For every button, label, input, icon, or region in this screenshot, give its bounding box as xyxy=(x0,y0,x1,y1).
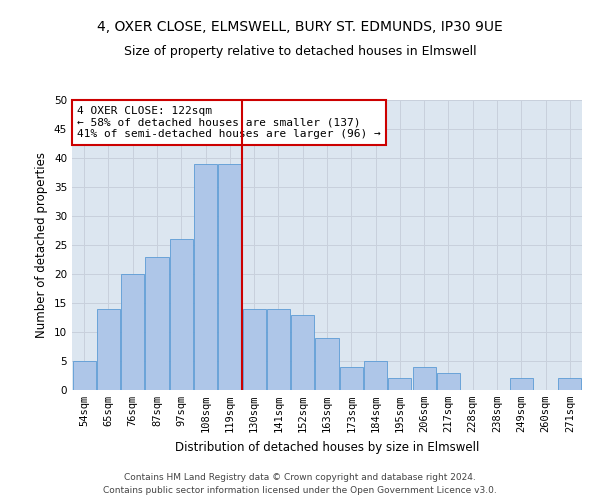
Bar xyxy=(413,367,436,390)
Text: Contains HM Land Registry data © Crown copyright and database right 2024.
Contai: Contains HM Land Registry data © Crown c… xyxy=(103,473,497,495)
Bar xyxy=(340,367,363,390)
Bar xyxy=(364,361,387,390)
Bar xyxy=(267,309,290,390)
Text: 4, OXER CLOSE, ELMSWELL, BURY ST. EDMUNDS, IP30 9UE: 4, OXER CLOSE, ELMSWELL, BURY ST. EDMUND… xyxy=(97,20,503,34)
Bar xyxy=(218,164,241,390)
Bar xyxy=(97,309,120,390)
Bar xyxy=(437,372,460,390)
Bar xyxy=(316,338,338,390)
Bar xyxy=(73,361,95,390)
Text: Size of property relative to detached houses in Elmswell: Size of property relative to detached ho… xyxy=(124,45,476,58)
Text: 4 OXER CLOSE: 122sqm
← 58% of detached houses are smaller (137)
41% of semi-deta: 4 OXER CLOSE: 122sqm ← 58% of detached h… xyxy=(77,106,381,139)
Bar xyxy=(510,378,533,390)
Bar xyxy=(242,309,266,390)
Bar xyxy=(145,256,169,390)
Bar xyxy=(388,378,412,390)
Bar xyxy=(121,274,144,390)
X-axis label: Distribution of detached houses by size in Elmswell: Distribution of detached houses by size … xyxy=(175,440,479,454)
Y-axis label: Number of detached properties: Number of detached properties xyxy=(35,152,49,338)
Bar xyxy=(559,378,581,390)
Bar xyxy=(291,314,314,390)
Bar xyxy=(194,164,217,390)
Bar xyxy=(170,239,193,390)
